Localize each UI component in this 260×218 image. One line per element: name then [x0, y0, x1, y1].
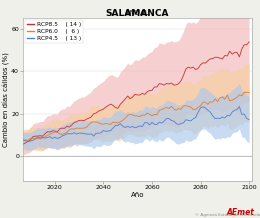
Y-axis label: Cambio en días cálidos (%): Cambio en días cálidos (%) — [3, 52, 10, 147]
X-axis label: Año: Año — [131, 192, 144, 198]
Legend: RCP8.5    ( 14 ), RCP6.0    (  6 ), RCP4.5    ( 13 ): RCP8.5 ( 14 ), RCP6.0 ( 6 ), RCP4.5 ( 13… — [25, 20, 83, 43]
Text: ANUAL: ANUAL — [126, 10, 149, 16]
Text: AEmet: AEmet — [227, 208, 255, 217]
Title: SALAMANCA: SALAMANCA — [106, 9, 169, 18]
Text: © Agencia Estatal de Meteorología: © Agencia Estatal de Meteorología — [195, 213, 260, 217]
